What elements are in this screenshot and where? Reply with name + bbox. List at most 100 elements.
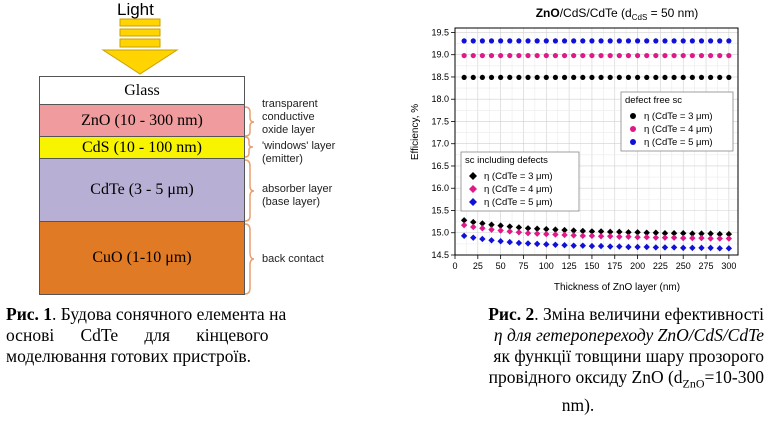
caption-figure-2: Рис. 2. Зміна величини ефективності η дл… — [392, 304, 764, 416]
data-point-circle — [717, 52, 723, 59]
legend-entry: η (CdTe = 3 μm) — [644, 111, 713, 122]
data-point-diamond — [479, 235, 486, 243]
data-point-circle — [589, 52, 595, 59]
data-point-circle — [580, 38, 586, 44]
data-point-circle — [607, 52, 613, 59]
y-tick-label: 15.0 — [431, 228, 449, 238]
data-point-circle — [571, 38, 577, 44]
y-tick-label: 18.0 — [431, 94, 449, 104]
data-point-circle — [708, 52, 714, 59]
y-tick-label: 19.5 — [431, 27, 449, 37]
y-tick-label: 14.5 — [431, 250, 449, 260]
x-tick-label: 0 — [452, 261, 457, 271]
data-point-diamond — [570, 242, 577, 249]
data-point-diamond — [570, 232, 577, 239]
note-back-contact: back contact — [262, 253, 324, 265]
data-point-diamond — [689, 234, 696, 242]
data-point-circle — [616, 74, 622, 81]
data-point-diamond — [470, 234, 477, 241]
x-tick-label: 150 — [584, 261, 599, 271]
data-point-diamond — [488, 226, 495, 233]
data-point-circle — [634, 74, 641, 81]
legend-marker-circle — [630, 113, 636, 119]
data-point-circle — [671, 74, 677, 81]
data-point-circle — [653, 52, 659, 59]
data-point-circle — [461, 74, 467, 81]
data-point-diamond — [707, 235, 714, 242]
data-point-circle — [534, 38, 540, 44]
layer-zno: ZnO (10 - 300 nm) — [39, 104, 245, 137]
data-point-circle — [634, 52, 641, 59]
caption-2-line4-sub: ZnO — [682, 376, 705, 391]
data-point-diamond — [634, 243, 641, 251]
x-tick-label: 75 — [518, 261, 528, 271]
data-point-diamond — [606, 233, 614, 240]
data-point-diamond — [497, 238, 504, 245]
plot-frame — [454, 27, 739, 256]
caption-2-line1: . Зміна величини ефективності — [534, 304, 764, 324]
data-point-diamond — [524, 229, 532, 237]
data-point-diamond — [616, 243, 623, 250]
data-point-diamond — [543, 241, 550, 248]
data-point-circle — [516, 74, 522, 81]
data-point-circle — [644, 52, 650, 59]
data-point-diamond — [725, 235, 733, 242]
y-axis-label: Efficiency, % — [410, 104, 421, 160]
data-point-diamond — [533, 225, 541, 232]
data-point-circle — [552, 52, 559, 59]
legend-entry: η (CdTe = 5 μm) — [484, 197, 553, 208]
data-point-diamond — [515, 229, 523, 236]
data-point-diamond — [707, 244, 714, 252]
data-point-circle — [479, 74, 485, 81]
note-tco-line: conductive — [262, 111, 315, 123]
data-point-circle — [552, 74, 559, 81]
data-point-diamond — [460, 221, 468, 229]
data-point-diamond — [698, 244, 705, 252]
note-absorber-line: absorber layer — [262, 183, 333, 195]
caption-1-line2: основі CdTe для кінцевого — [6, 325, 269, 345]
data-point-circle — [479, 52, 485, 59]
note-tco: transparent conductive oxide layer — [262, 98, 318, 137]
data-point-circle — [534, 52, 540, 59]
data-point-diamond — [661, 244, 669, 251]
data-point-circle — [580, 74, 586, 81]
data-point-circle — [543, 74, 549, 81]
data-point-circle — [488, 52, 495, 59]
legend-with-defects: sc including defects η (CdTe = 3 μm) η (… — [460, 151, 580, 212]
data-point-diamond — [506, 238, 513, 246]
data-point-diamond — [698, 234, 705, 242]
data-point-diamond — [680, 229, 687, 237]
data-point-diamond — [479, 220, 486, 227]
y-tick-label: 19.0 — [431, 50, 449, 60]
note-tco-line: transparent — [262, 98, 318, 110]
data-point-diamond — [661, 229, 669, 237]
data-point-circle — [461, 52, 467, 59]
chart-title-bold: ZnO — [536, 6, 560, 20]
caption-2-line5: nm). — [561, 394, 595, 415]
data-point-diamond — [543, 230, 550, 238]
x-tick-label: 125 — [562, 261, 577, 271]
data-point-diamond — [716, 245, 723, 252]
data-point-circle — [680, 74, 686, 81]
data-point-circle — [507, 38, 513, 44]
data-point-circle — [698, 52, 705, 59]
x-tick-label: 100 — [539, 261, 554, 271]
data-point-circle — [479, 38, 485, 44]
light-label: Light — [117, 0, 154, 19]
data-point-circle — [634, 38, 641, 44]
data-point-diamond — [725, 245, 733, 252]
data-point-diamond — [606, 243, 614, 250]
data-point-diamond — [497, 227, 504, 234]
data-point-circle — [552, 38, 559, 44]
data-point-circle — [726, 52, 732, 59]
data-point-circle — [461, 38, 467, 44]
data-point-circle — [689, 52, 695, 59]
data-point-circle — [708, 38, 714, 44]
note-absorber-line: (base layer) — [262, 196, 321, 208]
data-point-circle — [644, 74, 650, 81]
x-tick-label: 25 — [473, 261, 483, 271]
data-point-circle — [717, 38, 723, 44]
caption-1-line3: моделювання готових пристроїв. — [6, 346, 252, 366]
y-tick-label: 16.5 — [431, 161, 449, 171]
